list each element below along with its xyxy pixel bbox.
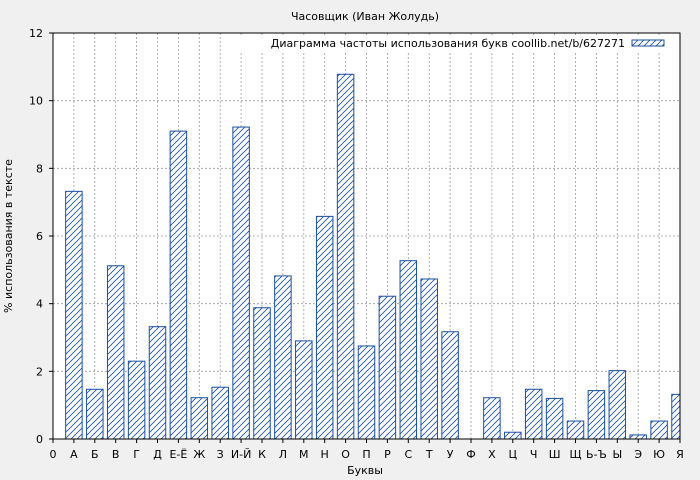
bar-Т <box>420 278 438 440</box>
x-tick-label: Ь-Ъ <box>586 448 607 461</box>
x-axis-ticks: 0 А Б В Г Д Е-Ё Ж З И-Й К Л М Н О П Р С Т У Ф Х Ц Ч Ш Щ Ь-Ъ Ы Э Ю Я <box>50 439 684 461</box>
x-tick-label: Э <box>634 448 642 461</box>
legend-label: Диаграмма частоты использования букв coo… <box>271 37 625 50</box>
bar-О <box>336 73 355 440</box>
bar-Х <box>483 397 501 440</box>
x-tick-label: Щ <box>569 448 581 461</box>
bar-Ь-Ъ <box>587 390 606 440</box>
legend-box <box>240 36 672 52</box>
bar-К <box>253 307 271 440</box>
x-axis-label: Буквы <box>347 464 383 477</box>
bar-Л <box>274 275 292 440</box>
y-tick-label: 8 <box>36 162 43 175</box>
x-tick-label: У <box>447 448 454 461</box>
x-tick-label: 0 <box>50 448 57 461</box>
x-tick-label: Ю <box>653 448 665 461</box>
bar-Б <box>86 388 104 440</box>
y-axis-ticks: 0 2 4 6 8 10 12 <box>29 27 53 446</box>
y-tick-label: 12 <box>29 27 43 40</box>
x-tick-label: Х <box>488 448 496 461</box>
bar-Ж <box>190 397 209 440</box>
bar-И-Й <box>232 126 250 440</box>
bar-У <box>441 331 459 440</box>
x-tick-label: Ш <box>549 448 561 461</box>
y-axis-label: % использования в тексте <box>2 159 15 313</box>
x-tick-label: Ч <box>530 448 538 461</box>
y-tick-label: 10 <box>29 95 43 108</box>
x-tick-label: П <box>362 448 370 461</box>
x-tick-label: Н <box>321 448 329 461</box>
bar-А <box>65 190 83 440</box>
y-tick-label: 0 <box>36 433 43 446</box>
bar-М <box>295 340 313 440</box>
bar-С <box>399 260 418 440</box>
x-tick-label: И-Й <box>231 448 251 461</box>
x-tick-label: Ы <box>612 448 622 461</box>
x-tick-label: Р <box>384 448 391 461</box>
legend: Диаграмма частоты использования букв coo… <box>240 36 672 52</box>
y-tick-label: 6 <box>36 230 43 243</box>
bar-Ш <box>545 397 564 440</box>
x-tick-label: М <box>299 448 309 461</box>
bar-Д <box>148 326 167 440</box>
bar-Ц <box>504 431 522 440</box>
bar-Е-Ё <box>169 130 188 440</box>
x-tick-label: Я <box>676 448 684 461</box>
x-tick-label: Ж <box>193 448 205 461</box>
legend-swatch <box>631 39 665 47</box>
bar-В <box>106 265 125 440</box>
bar-Ч <box>524 388 543 440</box>
bar-З <box>211 386 229 440</box>
bar-Р <box>378 295 397 440</box>
bar-Н <box>315 215 334 440</box>
y-tick-label: 4 <box>36 298 43 311</box>
x-tick-label: Т <box>425 448 433 461</box>
x-tick-label: В <box>112 448 120 461</box>
x-tick-label: З <box>217 448 224 461</box>
bars <box>65 73 681 440</box>
x-tick-label: К <box>258 448 266 461</box>
bar-Ю <box>650 420 668 440</box>
x-tick-label: Л <box>279 448 287 461</box>
bar-Ы <box>608 370 627 440</box>
x-tick-label: Е-Ё <box>169 448 187 461</box>
x-tick-label: Ф <box>466 448 475 461</box>
y-tick-label: 2 <box>36 365 43 378</box>
bar-Щ <box>566 420 585 440</box>
chart-title: Часовщик (Иван Жолудь) <box>291 10 439 23</box>
x-tick-label: О <box>341 448 350 461</box>
x-tick-label: Ц <box>509 448 518 461</box>
x-tick-label: С <box>404 448 412 461</box>
x-tick-label: Д <box>153 448 162 461</box>
bar-Г <box>127 360 146 440</box>
bar-Э <box>629 434 647 440</box>
x-tick-label: Б <box>91 448 99 461</box>
x-tick-label: А <box>70 448 78 461</box>
bar-Я <box>671 393 681 440</box>
bar-П <box>357 345 376 440</box>
x-tick-label: Г <box>133 448 140 461</box>
